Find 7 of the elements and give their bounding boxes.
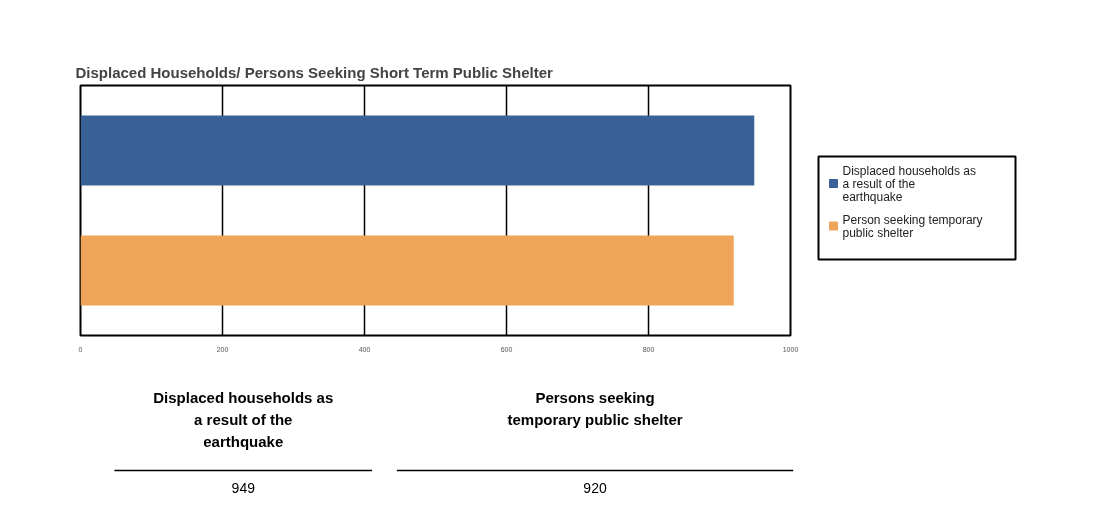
text: Displaced households as a result of the earthquake: [153, 389, 334, 450]
chart-title: Displaced Households/ Persons Seeking Short Term Public Shelter: [75, 63, 554, 81]
legend-label: Person seeking temporary public shelter: [842, 212, 983, 240]
legend-label: Displaced households as a result of the earthquake: [842, 163, 976, 204]
text: 920: [583, 479, 607, 496]
text: 949: [231, 479, 256, 496]
text: Persons seeking temporary public shelter: [507, 389, 683, 428]
